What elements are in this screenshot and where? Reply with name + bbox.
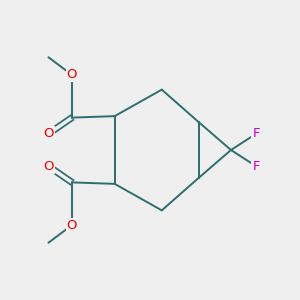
- Text: O: O: [67, 219, 77, 232]
- Text: O: O: [43, 160, 54, 173]
- Text: F: F: [252, 127, 260, 140]
- Text: O: O: [43, 127, 54, 140]
- Text: F: F: [252, 160, 260, 173]
- Text: O: O: [67, 68, 77, 81]
